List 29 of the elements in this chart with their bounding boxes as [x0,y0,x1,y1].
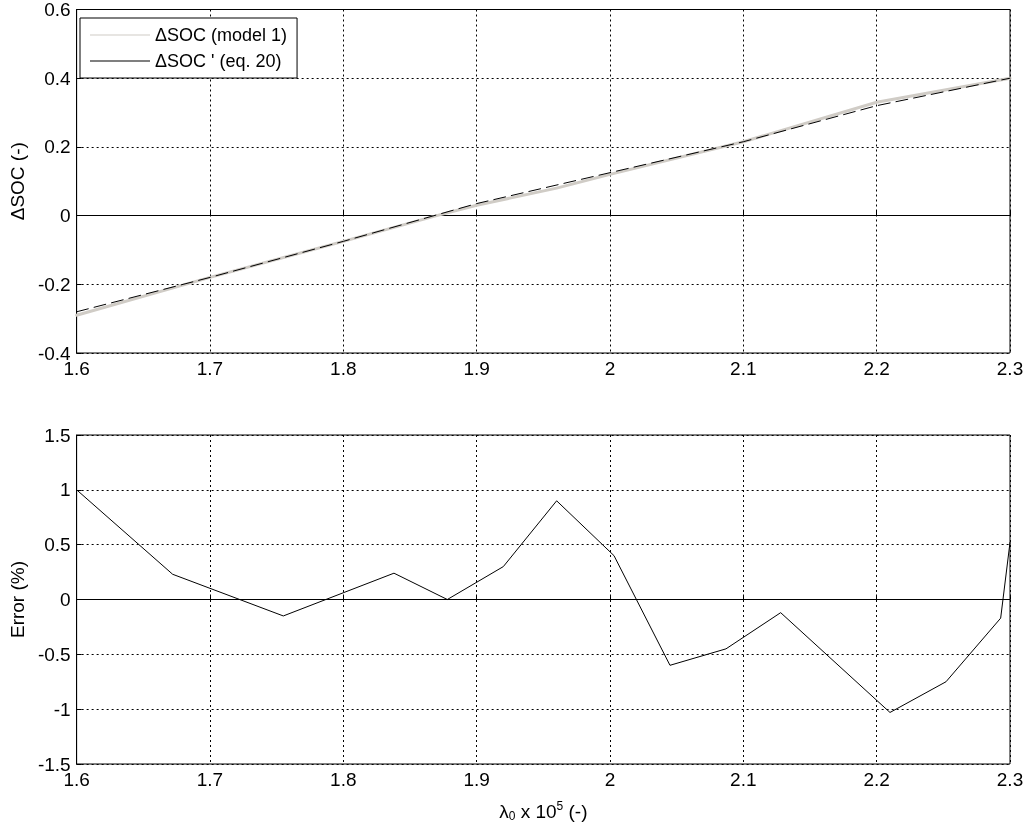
x-tick-label: 1.9 [463,358,490,379]
x-tick-label: 1.8 [330,358,357,379]
x-tick-label: 1.8 [330,769,357,790]
x-tick-label: 2.2 [863,769,890,790]
x-tick-label: 2.3 [996,358,1024,379]
y-axis-title: ΔSOC (-) [7,142,28,221]
y-tick-label: 0 [60,205,71,227]
y-tick-label: 0 [60,589,71,610]
x-tick-label: 1.7 [196,769,224,790]
x-tick-label: 2 [604,769,616,790]
y-tick-label: 1 [60,479,71,501]
y-tick-label: 0.2 [44,136,71,158]
y-tick-label: 1.5 [44,424,71,446]
x-tick-label: 2.1 [730,769,757,790]
y-tick-label: 0.4 [44,67,72,89]
x-tick-label: 2.3 [996,769,1024,790]
legend-label: ΔSOC ' (eq. 20) [155,51,282,71]
y-tick-label: -0.5 [37,643,71,665]
y-tick-label: 0.6 [44,0,71,20]
x-tick-label: 1.9 [463,769,490,790]
y-axis-title: Error (%) [7,560,28,639]
x-tick-label: 2.2 [863,358,890,379]
y-tick-label: -1 [53,698,71,720]
x-tick-label: 2.1 [730,358,757,379]
legend-label: ΔSOC (model 1) [155,25,288,45]
y-tick-label: -0.2 [37,273,71,295]
y-tick-label: 0.5 [44,534,71,556]
x-tick-label: 1.7 [196,358,224,379]
x-tick-label: 2 [604,358,616,379]
